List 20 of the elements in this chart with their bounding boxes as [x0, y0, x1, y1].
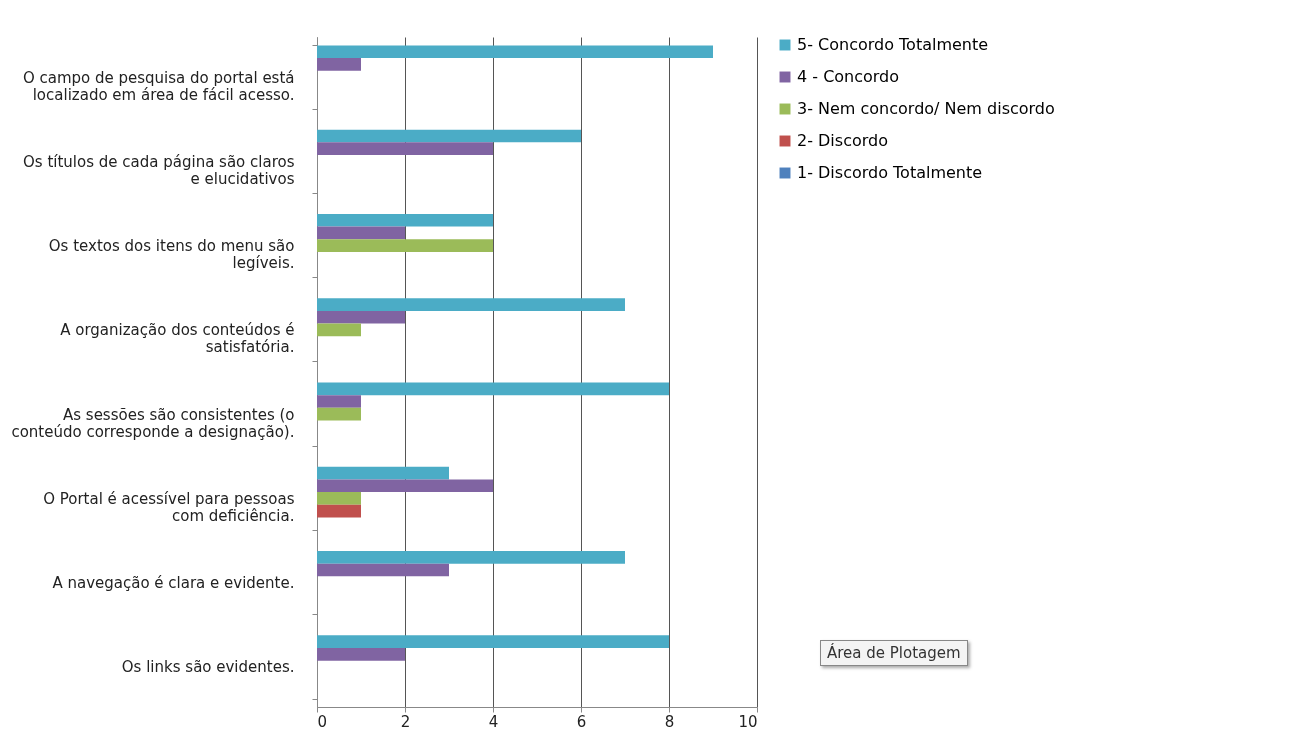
y-tick-label: A navegação é clara e evidente.	[52, 574, 295, 593]
y-tick-label: Os títulos de cada página são claros e elucidativos	[23, 152, 295, 188]
legend-label: 5- Concordo Totalmente	[797, 35, 989, 54]
y-tick-label: Os textos dos itens do menu são legíveis.	[48, 237, 295, 273]
y-tick-label: Os links são evidentes.	[121, 658, 295, 677]
x-tick-label: 2	[400, 712, 411, 731]
x-tick-label: 8	[664, 712, 675, 731]
y-tick-label: A organização dos conteúdos é satisfatória.	[60, 321, 295, 357]
legend-label: 4 - Concordo	[797, 67, 900, 86]
x-tick-label: 6	[576, 712, 587, 731]
legend-label: 3- Nem concordo/ Nem discordo	[797, 99, 1055, 118]
x-tick-label: 4	[488, 712, 499, 731]
x-tick-label: 0	[317, 712, 328, 731]
y-tick-label: As sessões são consistentes (o conteúdo corresponde a designação).	[11, 405, 295, 441]
x-tick-label: 10	[738, 712, 758, 731]
legend-label: 1- Discordo Totalmente	[797, 163, 983, 182]
y-tick-label: O Portal é acessível para pessoas com deficiência.	[43, 489, 295, 525]
legend-label: 2- Discordo	[797, 131, 888, 150]
y-tick-label: O campo de pesquisa do portal está localizado em área de fácil acesso.	[22, 68, 295, 104]
text: Área de Plotagem	[820, 640, 968, 666]
